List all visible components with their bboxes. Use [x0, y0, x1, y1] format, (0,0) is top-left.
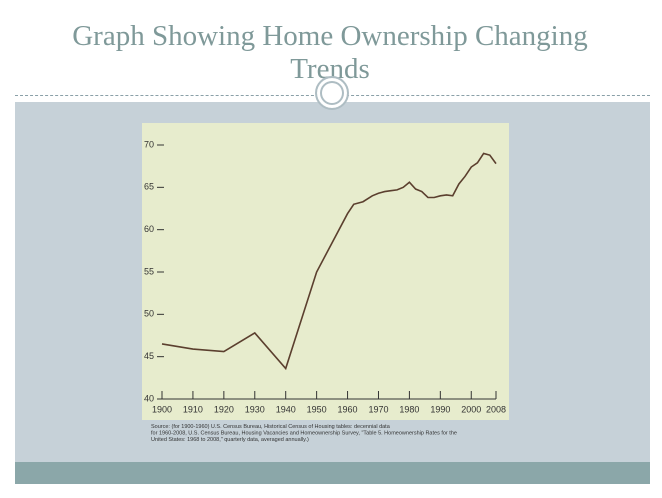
- source-note: Source: (for 1900-1960) U.S. Census Bure…: [151, 424, 391, 430]
- y-tick-label: 55: [144, 266, 154, 276]
- x-tick-label: 2008: [486, 404, 506, 414]
- x-tick-label: 1970: [368, 404, 388, 414]
- slide-title: Graph Showing Home Ownership Changing Tr…: [72, 20, 588, 85]
- x-tick-label: 1920: [214, 404, 234, 414]
- source-note: for 1960-2008, U.S. Census Bureau, Housi…: [151, 431, 457, 437]
- chart-panel: [142, 123, 509, 420]
- x-tick-label: 1960: [338, 404, 358, 414]
- x-tick-label: 1980: [399, 404, 419, 414]
- y-tick-label: 60: [144, 224, 154, 234]
- source-note: United States: 1968 to 2008," quarterly …: [151, 437, 309, 443]
- x-tick-label: 2000: [461, 404, 481, 414]
- x-tick-label: 1930: [245, 404, 265, 414]
- x-tick-label: 1990: [430, 404, 450, 414]
- y-tick-label: 70: [144, 139, 154, 149]
- y-tick-label: 45: [144, 351, 154, 361]
- y-tick-label: 50: [144, 309, 154, 319]
- footer-band: [15, 462, 650, 484]
- ornament: [315, 76, 349, 110]
- x-tick-label: 1900: [152, 404, 172, 414]
- x-tick-label: 1950: [307, 404, 327, 414]
- y-tick-label: 65: [144, 182, 154, 192]
- y-tick-label: 40: [144, 393, 154, 403]
- x-tick-label: 1910: [183, 404, 203, 414]
- data-line: [161, 152, 497, 371]
- x-tick-label: 1940: [276, 404, 296, 414]
